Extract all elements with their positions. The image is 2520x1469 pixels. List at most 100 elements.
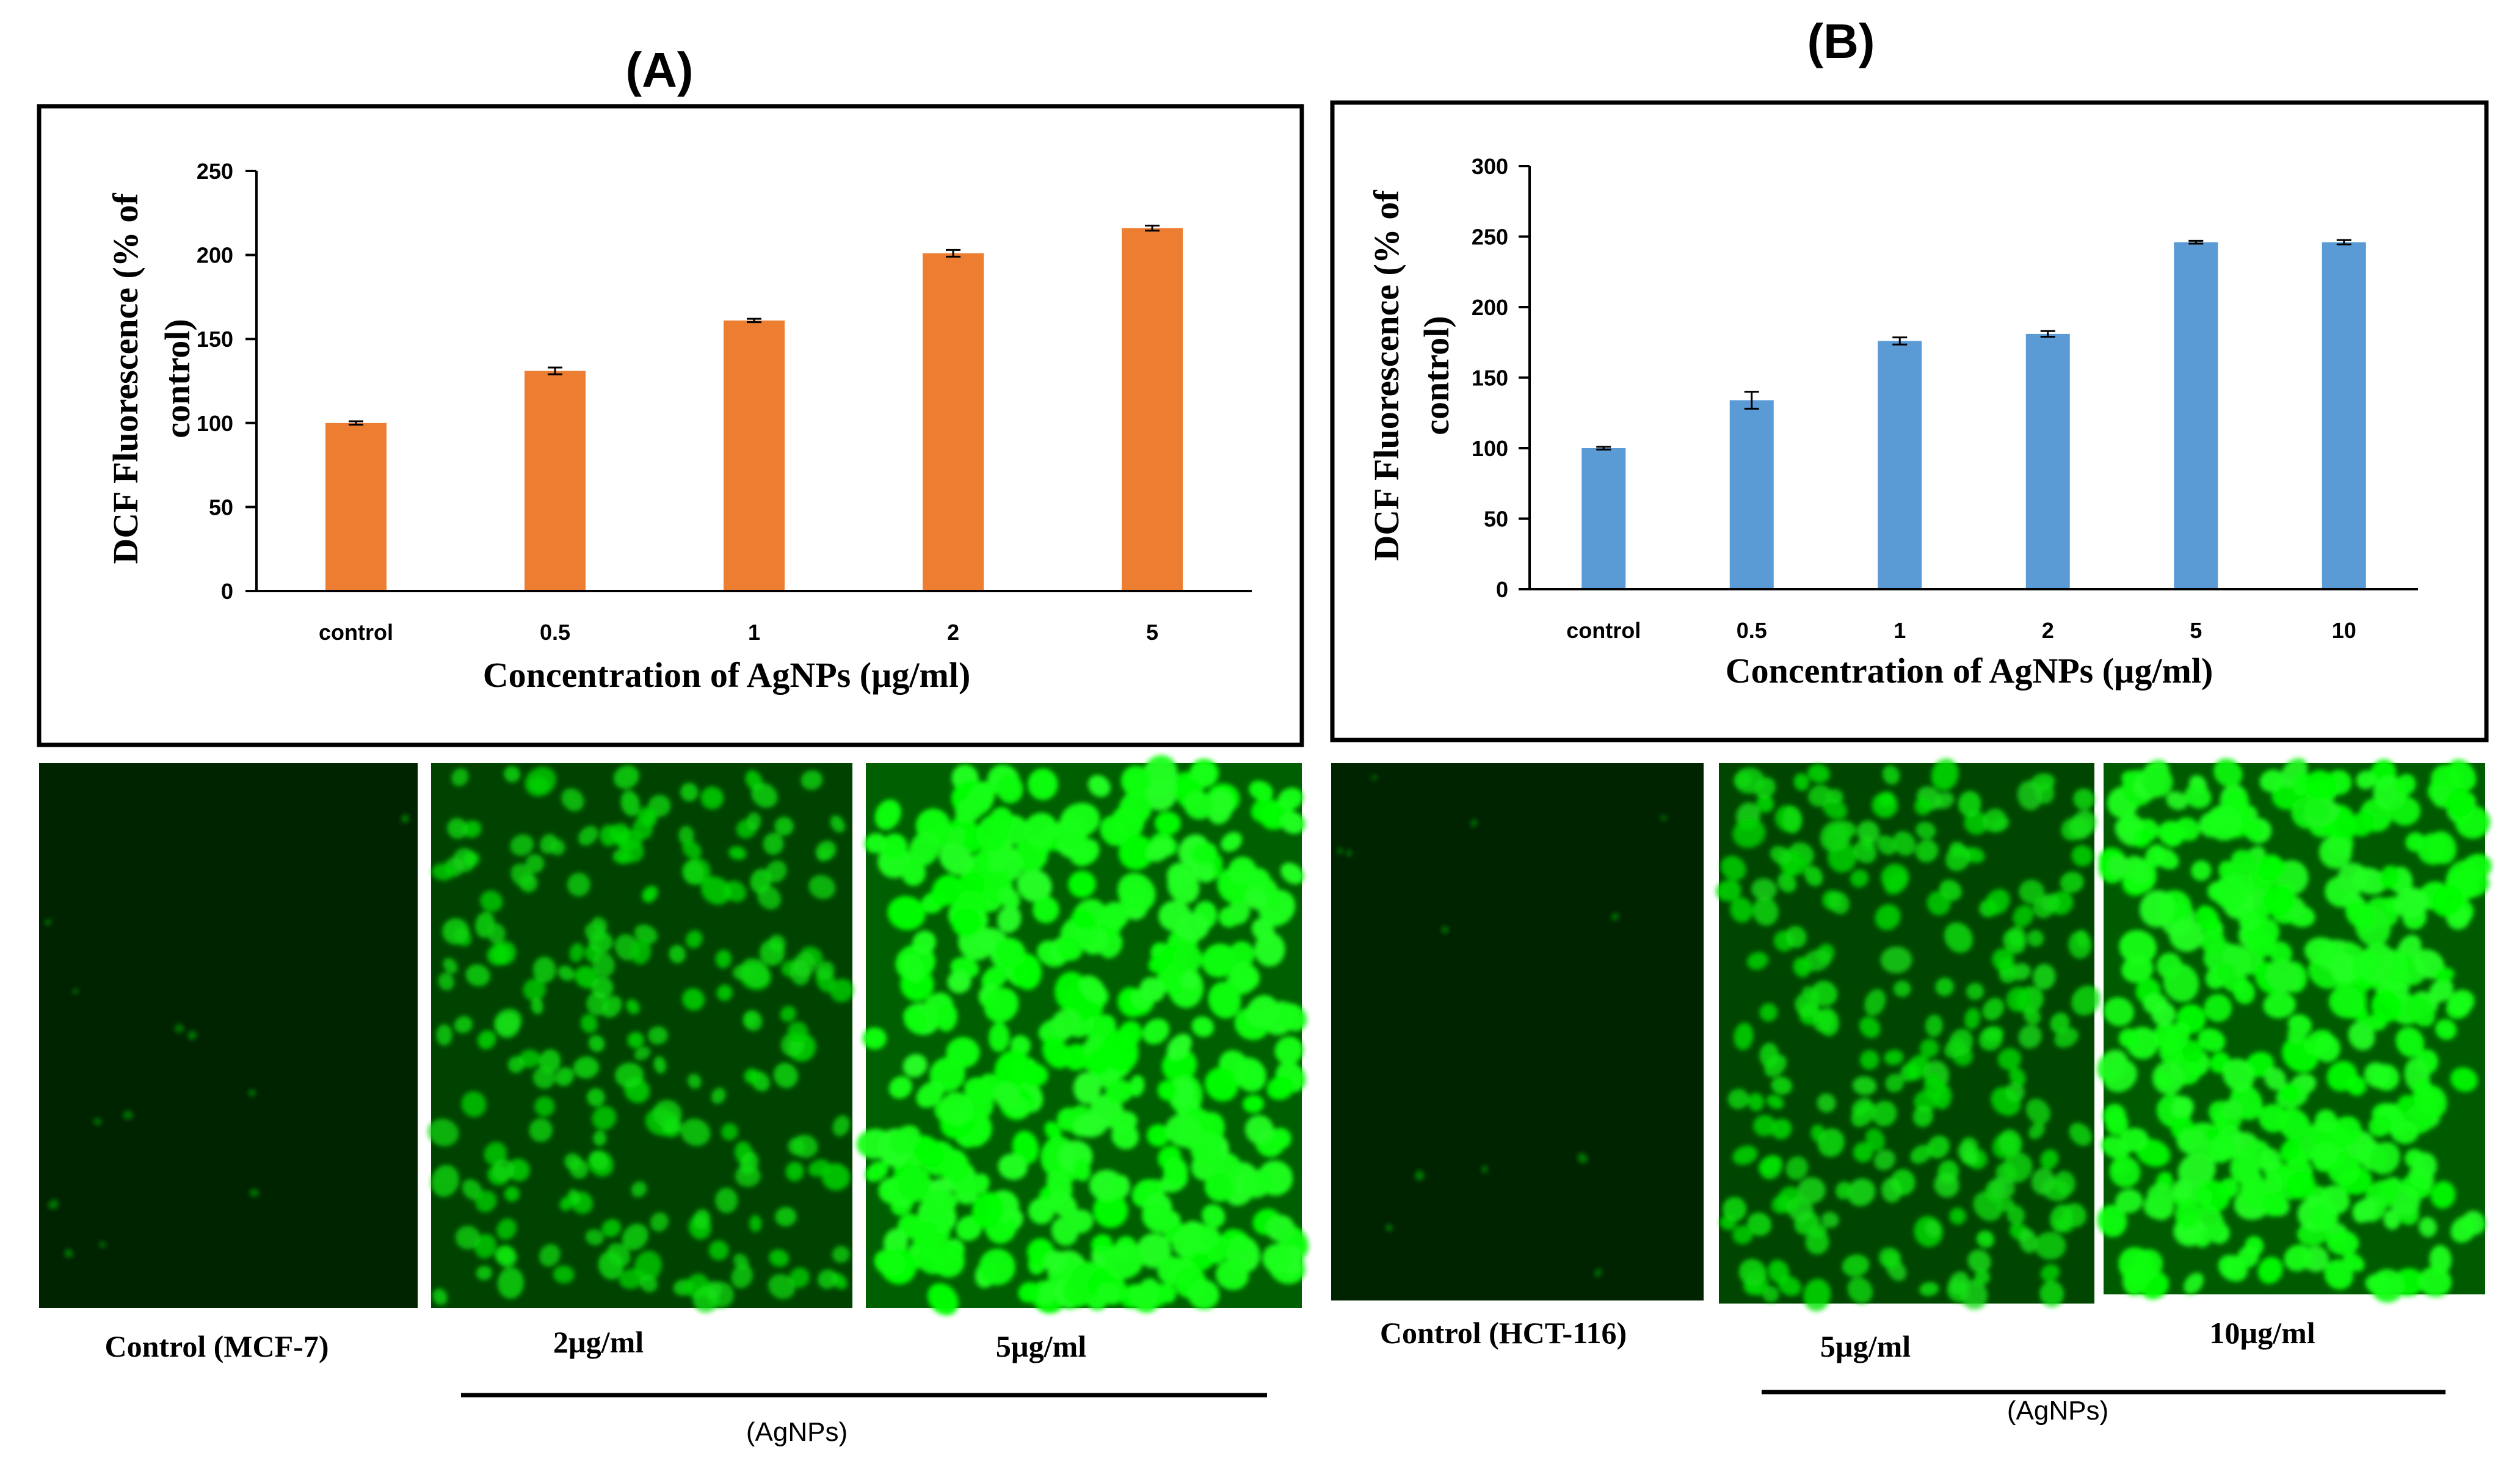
cell (1982, 998, 2005, 1021)
cell (427, 1119, 459, 1147)
chart-a-y-tick-label: 0 (221, 579, 233, 604)
cell (1828, 891, 1850, 915)
cell (1967, 1249, 1991, 1273)
cell (475, 1191, 497, 1213)
cell (1262, 1244, 1293, 1274)
cell (2383, 1209, 2401, 1230)
cell (589, 1150, 609, 1170)
chart-b-x-tick-label: 1 (1894, 618, 1906, 643)
cell (1142, 1204, 1174, 1233)
cell (1822, 798, 1848, 820)
cell (531, 997, 543, 1015)
cell (1441, 926, 1449, 934)
cell (1910, 1144, 1932, 1164)
cell (2119, 930, 2157, 965)
cell (2161, 1022, 2190, 1054)
cell (1747, 1212, 1772, 1236)
cell (567, 872, 590, 897)
cell (1385, 1224, 1393, 1231)
cell (1251, 918, 1275, 942)
cell (816, 961, 835, 981)
chart-a-x-tick-label: 1 (748, 620, 760, 645)
cell (1243, 1095, 1264, 1113)
cell (569, 1158, 589, 1179)
cell (1782, 806, 1803, 834)
cell (2213, 875, 2248, 909)
cell (2395, 1027, 2425, 1057)
cell (2353, 1197, 2377, 1223)
cell (45, 919, 51, 926)
cell (2132, 829, 2151, 848)
cell (1167, 868, 1200, 904)
cell (592, 952, 615, 977)
cell (620, 840, 644, 863)
cell (1771, 1119, 1792, 1140)
cell (769, 1249, 789, 1267)
cell (1097, 1282, 1119, 1304)
cell (2237, 1156, 2260, 1180)
cell (2019, 879, 2045, 904)
image-b-2 (2097, 758, 2492, 1303)
cell (2196, 1180, 2231, 1213)
cell (559, 1196, 574, 1211)
cell (1228, 857, 1257, 885)
cell (989, 1022, 1010, 1053)
cell (1797, 1177, 1826, 1204)
cell (936, 1003, 957, 1032)
cell (2343, 1252, 2365, 1272)
cell (1771, 1195, 1792, 1214)
cell (763, 832, 784, 855)
cell (2406, 995, 2436, 1027)
cell (496, 1218, 517, 1240)
cell (2153, 847, 2179, 869)
cell (430, 1164, 459, 1197)
cell (2279, 1083, 2300, 1101)
cell (634, 1250, 662, 1281)
cell (682, 840, 702, 860)
cell (1205, 1067, 1239, 1101)
cell (1204, 1172, 1235, 1202)
cell (1073, 1072, 1102, 1104)
cell (1919, 1282, 1939, 1296)
cell (865, 1161, 889, 1182)
chart-b-x-tick-label: 5 (2190, 618, 2202, 643)
cell (1872, 1100, 1897, 1127)
cell (1852, 1076, 1877, 1095)
cell (1046, 1170, 1073, 1200)
cell (680, 1119, 711, 1146)
cell (1044, 1250, 1067, 1274)
cell (2328, 985, 2364, 1018)
cell (1847, 1178, 1876, 1206)
cell (739, 1152, 759, 1175)
cell (1215, 1260, 1249, 1290)
cell (620, 790, 641, 816)
cell (1762, 1286, 1779, 1303)
chart-a-y-label-line1: DCF Fluorescence (% of (106, 193, 145, 564)
microscopy-images (39, 755, 2492, 1316)
cell (1266, 1076, 1294, 1100)
cell (653, 1056, 667, 1074)
cell (510, 834, 534, 856)
cell (1091, 1234, 1113, 1255)
cell (2032, 963, 2056, 990)
cell (1071, 910, 1096, 929)
cell (1105, 1079, 1133, 1103)
cell (1181, 970, 1199, 990)
chart-b-bar (1729, 400, 1774, 589)
cell (2314, 1034, 2340, 1062)
cell (1594, 1268, 1602, 1277)
cell (2068, 930, 2092, 959)
cell (187, 1031, 197, 1040)
chart-b-y-tick-label: 0 (1496, 577, 1508, 602)
cell (1277, 788, 1303, 811)
cell (2418, 1085, 2447, 1118)
cell (931, 874, 962, 906)
cell (1037, 1281, 1058, 1305)
cell (2035, 1231, 2066, 1260)
cell (1793, 957, 1811, 978)
image-a-0 (39, 763, 418, 1308)
cell (2118, 1247, 2155, 1285)
cell (1989, 1177, 2015, 1199)
cell (1720, 855, 1746, 881)
cell (561, 788, 584, 811)
